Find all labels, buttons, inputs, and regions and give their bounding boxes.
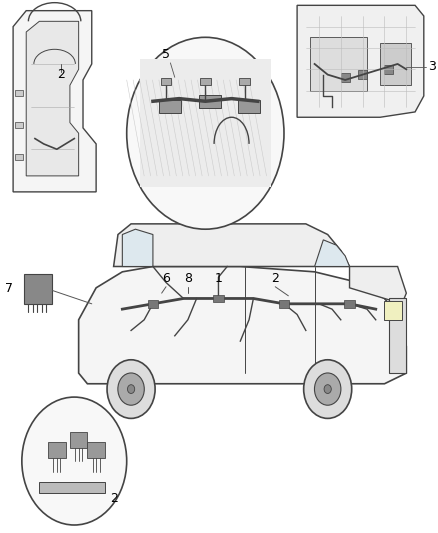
Bar [310,37,367,91]
Text: 2: 2 [271,272,279,285]
Polygon shape [113,224,350,266]
Text: 2: 2 [110,492,117,505]
Bar [48,442,66,458]
Polygon shape [13,11,96,192]
Circle shape [127,37,284,229]
Circle shape [324,385,331,393]
Polygon shape [79,266,406,384]
Bar [199,95,221,108]
Bar [161,78,171,85]
Text: 7: 7 [5,282,13,295]
Circle shape [304,360,352,418]
Polygon shape [297,5,424,117]
Circle shape [107,360,155,418]
Polygon shape [314,240,350,266]
Bar [15,122,23,128]
Bar [200,78,211,85]
Bar [238,100,260,113]
Circle shape [127,385,134,393]
Bar [15,90,23,96]
Bar [240,78,250,85]
Bar [341,73,350,82]
Bar [358,70,367,79]
Circle shape [118,373,144,405]
Polygon shape [122,229,153,266]
Bar [389,298,406,373]
Text: 5: 5 [162,49,170,61]
Text: 8: 8 [184,272,192,285]
Bar [24,274,53,304]
Bar [159,100,181,113]
Polygon shape [26,21,79,176]
Text: 3: 3 [428,60,436,73]
Bar [279,300,289,308]
Bar [88,442,105,458]
Text: 2: 2 [57,68,65,81]
Bar [385,65,393,74]
Bar [148,300,158,308]
Polygon shape [140,59,271,187]
Text: 6: 6 [162,272,170,285]
Polygon shape [350,266,406,304]
Circle shape [22,397,127,525]
Bar [15,154,23,160]
Polygon shape [39,482,105,493]
Circle shape [314,373,341,405]
Bar [344,300,355,308]
Bar [70,432,88,448]
Bar [380,43,411,85]
Bar [213,295,224,302]
Bar [385,301,402,320]
Text: 1: 1 [215,272,223,285]
